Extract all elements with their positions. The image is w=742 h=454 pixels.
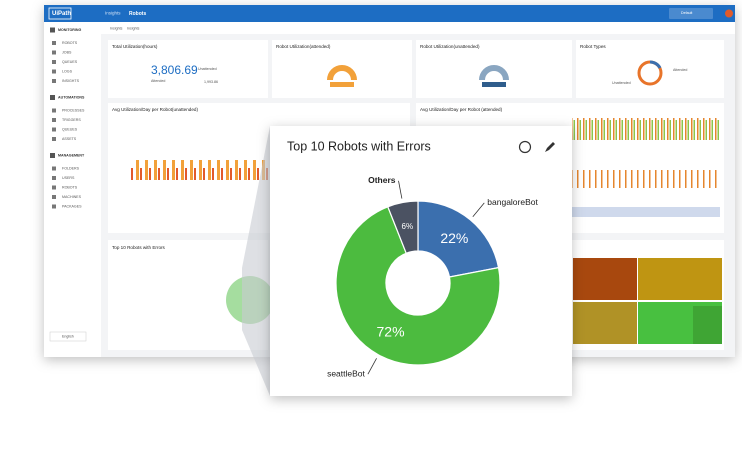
leader-line [472,202,485,217]
section-title[interactable]: AUTOMATIONS [58,95,85,99]
card-title: Top 10 Robots with Errors [112,245,166,250]
menu-item[interactable]: ROBOTS [62,41,78,45]
breadcrumb: Insights [127,26,140,30]
category-label: Others [368,175,396,185]
menu-icon [52,50,56,55]
treemap-cell [573,258,637,300]
kpi-sub: 1,993.86 [204,80,218,84]
section-title[interactable]: MANAGEMENT [58,153,85,157]
language-select[interactable] [49,331,87,342]
menu-item[interactable]: INSIGHTS [62,79,80,83]
value-label: 6% [402,222,414,231]
slice [387,200,419,255]
menu-item[interactable]: QUEUES [62,60,78,64]
ring [649,60,662,69]
menu-item[interactable]: MACHINES [62,195,82,199]
tenant-box[interactable] [669,8,713,19]
menu-icon [52,166,56,171]
menu-icon [52,137,56,141]
menu-icon [52,176,56,180]
gauge [327,65,357,81]
top-bar [44,5,735,22]
tab[interactable]: Insights [105,11,121,16]
menu-icon [52,195,56,199]
scrollbar[interactable] [572,207,720,217]
legend: Unattended [612,81,631,85]
card-title: Robot Types [580,44,606,49]
section-icon [50,95,55,100]
breadcrumb-bar [101,22,735,34]
menu-icon [52,118,56,122]
popup: Top 10 Robots with Errors 22% bangaloreBo… [270,126,572,396]
kpi-label: Unattended [198,67,217,71]
card [576,40,724,98]
card-title: Robot Utilization(unattended) [420,44,480,49]
menu-icon [52,127,56,132]
chart-title: Top 10 Robots with Errors [287,139,431,153]
value-label: 72% [377,324,405,340]
value-label: 22% [440,230,468,246]
avatar[interactable] [725,9,733,18]
section-title[interactable]: MONITORING [58,28,81,32]
menu-item[interactable]: QUEUES [62,127,78,131]
menu-item[interactable]: LOGS [62,69,73,73]
leader-line [398,180,403,199]
kpi-label: Attended [151,79,165,83]
menu-icon [52,185,56,190]
card [108,40,268,98]
slice [417,200,500,278]
edit-icon[interactable] [545,142,555,152]
section-icon [50,27,55,33]
tenant: Default [681,11,692,15]
menu-item[interactable]: ASSETS [62,137,77,141]
menu-icon [52,108,56,113]
donut-chart: 22% bangaloreBot 72% seattleBot 6% Others [327,175,538,378]
menu-item[interactable]: FOLDERS [62,166,80,170]
menu-icon [52,79,56,83]
gauge-badge [330,82,354,87]
leader-line [367,358,377,375]
category-label: seattleBot [327,368,365,378]
kpi-value: 3,806.69 [151,63,198,77]
menu-icon [52,204,56,209]
mini-chart [130,130,270,190]
brand: UiPath [52,11,71,17]
section-icon [50,153,55,158]
menu-item[interactable]: USERS [62,176,75,180]
breadcrumb[interactable]: Insights [110,26,123,30]
zoom-connector [242,126,270,396]
cards: Total Utilization(hours) 3,806.69 Unatte… [108,40,724,350]
menu-item[interactable]: TRIGGERS [62,118,81,122]
sidebar-menu: MONITORING ROBOTS JOBS QUEUES LOGS INSIGHTS AU… [50,27,85,209]
treemap-cell [693,306,722,344]
card-title: Robot Utilization(attended) [276,44,331,49]
tab[interactable]: Robots [129,11,146,17]
language: English [62,334,74,338]
menu-item[interactable]: PROCESSES [62,108,85,112]
treemap-cell [573,302,637,344]
mini-chart [572,118,720,188]
menu-item[interactable]: ROBOTS [62,185,78,189]
category-label: bangaloreBot [487,197,538,207]
menu-icon [52,41,56,45]
gauge [479,65,509,81]
gauge-badge [482,82,506,87]
menu-item[interactable]: JOBS [62,50,72,54]
menu-icon [52,69,56,74]
treemap-cell [638,258,722,300]
logo-box [48,7,72,20]
legend: Attended [673,68,687,72]
menu-item[interactable]: PACKAGES [62,204,82,208]
menu-icon [52,60,56,64]
card-title: Avg Utilization/Day per Robot(unattended… [112,107,198,112]
card-title: Total Utilization(hours) [112,44,158,49]
card-title: Avg Utilization/Day per Robot (attended) [420,107,503,112]
info-icon[interactable] [518,140,532,154]
slice [335,205,501,366]
